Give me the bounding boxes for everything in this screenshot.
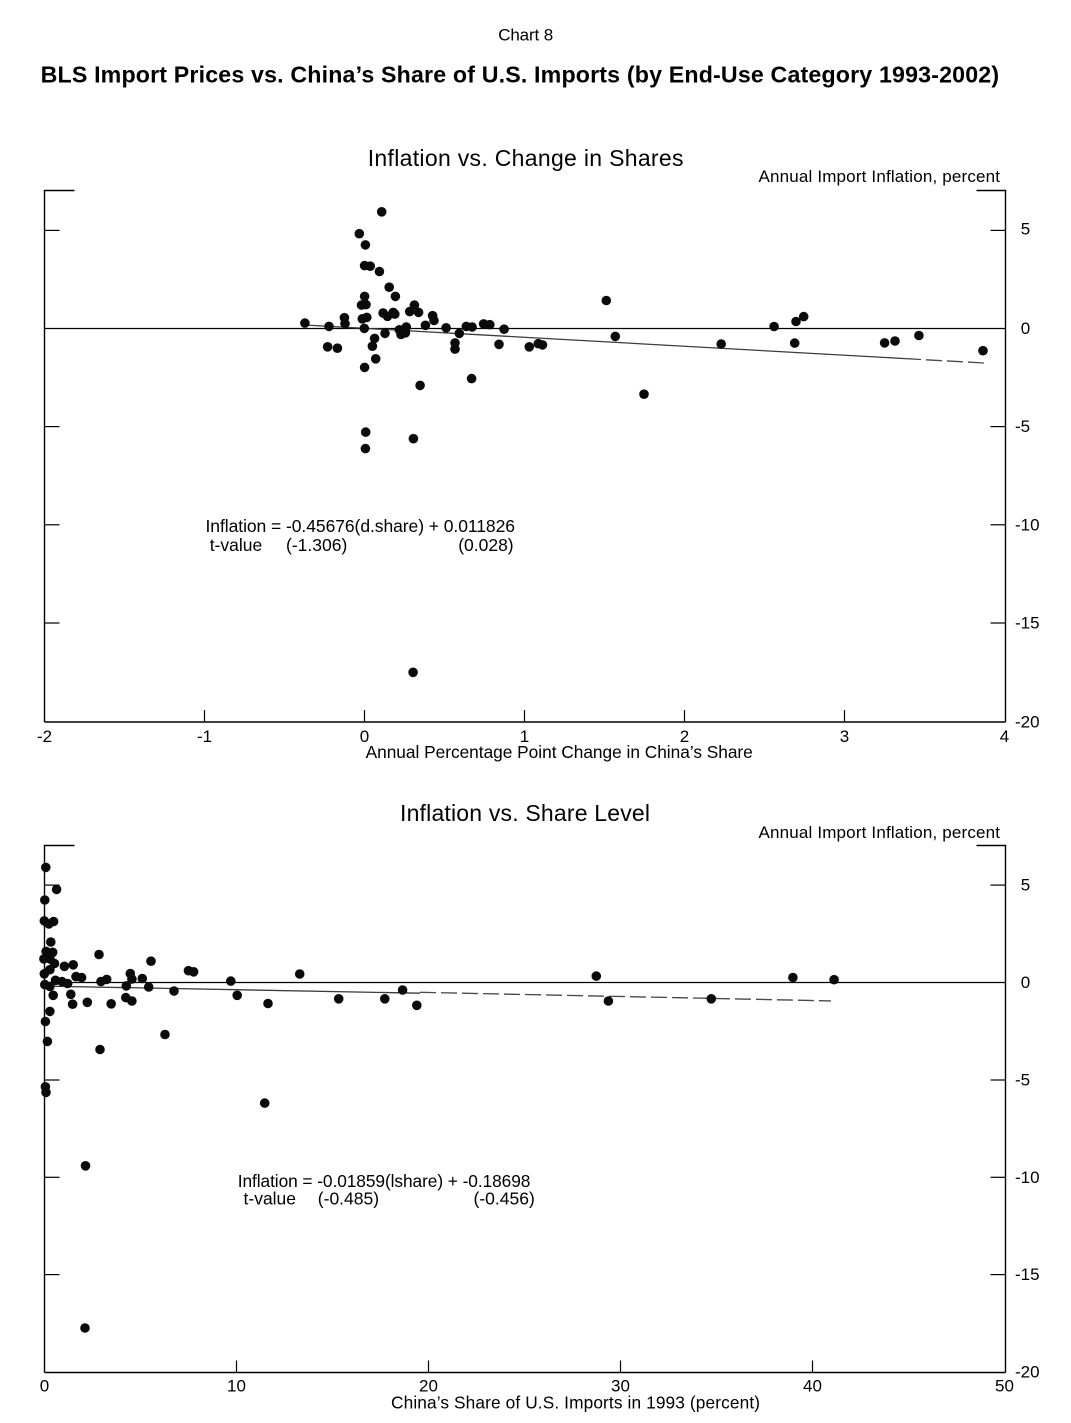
svg-text:5: 5 bbox=[1021, 220, 1030, 239]
svg-text:2: 2 bbox=[680, 727, 689, 746]
svg-text:(-0.485): (-0.485) bbox=[318, 1189, 379, 1209]
svg-text:-10: -10 bbox=[1015, 515, 1040, 534]
svg-text:-20: -20 bbox=[1015, 713, 1040, 732]
svg-text:Chart 8: Chart 8 bbox=[498, 25, 553, 44]
svg-text:t-value: t-value bbox=[210, 535, 263, 555]
svg-text:3: 3 bbox=[840, 727, 849, 746]
svg-text:Annual Import Inflation, perce: Annual Import Inflation, percent bbox=[759, 823, 1001, 842]
svg-text:0: 0 bbox=[1021, 319, 1030, 338]
svg-text:(-0.456): (-0.456) bbox=[474, 1189, 535, 1209]
svg-text:Inflation vs. Change in Shares: Inflation vs. Change in Shares bbox=[368, 145, 684, 171]
svg-text:Inflation vs. Share Level: Inflation vs. Share Level bbox=[400, 800, 650, 826]
svg-text:5: 5 bbox=[1021, 876, 1030, 895]
svg-text:BLS Import Prices vs. China’s: BLS Import Prices vs. China’s Share of U… bbox=[41, 62, 1000, 88]
svg-text:Annual Import Inflation, perce: Annual Import Inflation, percent bbox=[759, 167, 1001, 186]
svg-text:-5: -5 bbox=[1015, 417, 1030, 436]
svg-text:0: 0 bbox=[40, 1377, 49, 1396]
svg-text:10: 10 bbox=[227, 1377, 246, 1396]
svg-text:-15: -15 bbox=[1015, 614, 1040, 633]
svg-text:50: 50 bbox=[995, 1377, 1014, 1396]
svg-text:-15: -15 bbox=[1015, 1265, 1040, 1284]
svg-text:t-value: t-value bbox=[244, 1189, 297, 1209]
svg-text:40: 40 bbox=[803, 1377, 822, 1396]
svg-text:Inflation = -0.45676(d.share): Inflation = -0.45676(d.share) + 0.011826 bbox=[206, 516, 516, 536]
svg-text:1: 1 bbox=[520, 727, 529, 746]
svg-text:-20: -20 bbox=[1015, 1363, 1040, 1382]
svg-text:Annual Percentage Point Change: Annual Percentage Point Change in China’… bbox=[366, 742, 753, 762]
svg-text:-2: -2 bbox=[37, 727, 52, 746]
svg-text:-5: -5 bbox=[1015, 1071, 1030, 1090]
svg-text:4: 4 bbox=[1000, 727, 1009, 746]
svg-text:Inflation = -0.01859(lshare) +: Inflation = -0.01859(lshare) + -0.18698 bbox=[238, 1171, 531, 1191]
svg-text:30: 30 bbox=[611, 1377, 630, 1396]
svg-text:China’s Share of U.S. Imports: China’s Share of U.S. Imports in 1993 (p… bbox=[391, 1393, 760, 1413]
svg-text:-10: -10 bbox=[1015, 1168, 1040, 1187]
svg-text:0: 0 bbox=[360, 727, 369, 746]
svg-text:(-1.306): (-1.306) bbox=[286, 535, 347, 555]
svg-text:-1: -1 bbox=[197, 727, 212, 746]
svg-text:0: 0 bbox=[1021, 973, 1030, 992]
svg-text:(0.028): (0.028) bbox=[458, 535, 513, 555]
svg-text:20: 20 bbox=[419, 1377, 438, 1396]
